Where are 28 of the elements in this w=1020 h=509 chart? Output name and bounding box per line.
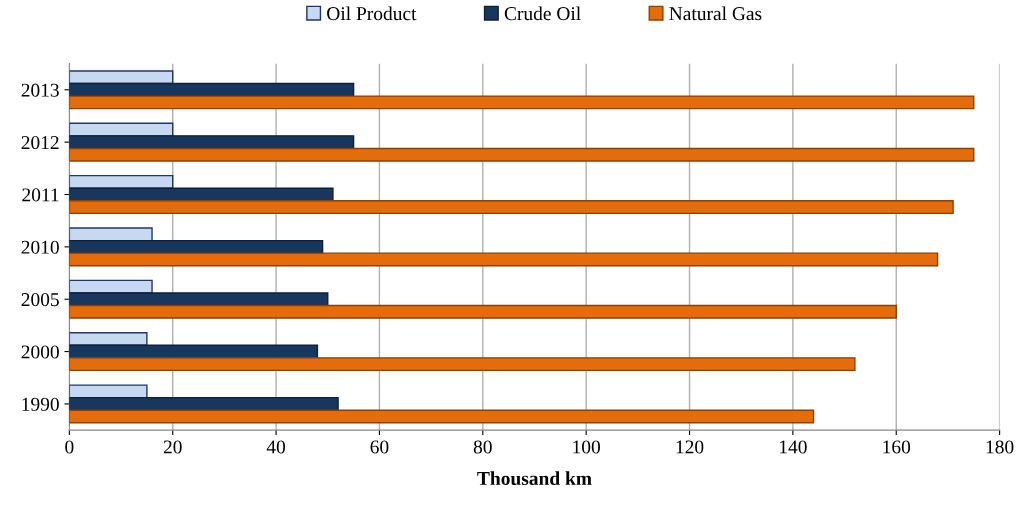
x-tick-label: 80 — [473, 440, 492, 454]
x-tick-label: 120 — [676, 440, 704, 454]
x-tick-label: 100 — [573, 440, 600, 454]
x-axis-title: Thousand km — [477, 471, 592, 486]
y-tick-label: 2005 — [21, 293, 59, 307]
bar — [69, 357, 856, 372]
x-tick-label: 40 — [266, 440, 286, 454]
bar — [69, 95, 975, 110]
x-tick-label: 20 — [163, 440, 182, 454]
y-tick-label: 2000 — [21, 345, 59, 359]
bar — [69, 252, 939, 267]
y-tick-label: 2010 — [21, 240, 59, 254]
x-tick-label: 0 — [65, 440, 74, 454]
x-tick-label: 160 — [883, 440, 911, 454]
y-tick-label: 2013 — [21, 83, 59, 97]
bar — [69, 147, 975, 162]
x-tick-label: 60 — [370, 440, 389, 454]
y-tick-label: 1990 — [22, 397, 59, 411]
y-tick-label: 2011 — [22, 188, 59, 202]
bar — [69, 200, 954, 215]
legend-label: Oil Product — [327, 6, 417, 21]
legend-label: Natural Gas — [669, 6, 762, 21]
bar — [69, 409, 815, 424]
x-tick-label: 180 — [986, 440, 1014, 454]
x-tick-label: 140 — [780, 440, 807, 454]
y-tick-label: 2012 — [21, 135, 59, 150]
legend-label: Crude Oil — [504, 6, 581, 21]
bar — [69, 304, 897, 319]
